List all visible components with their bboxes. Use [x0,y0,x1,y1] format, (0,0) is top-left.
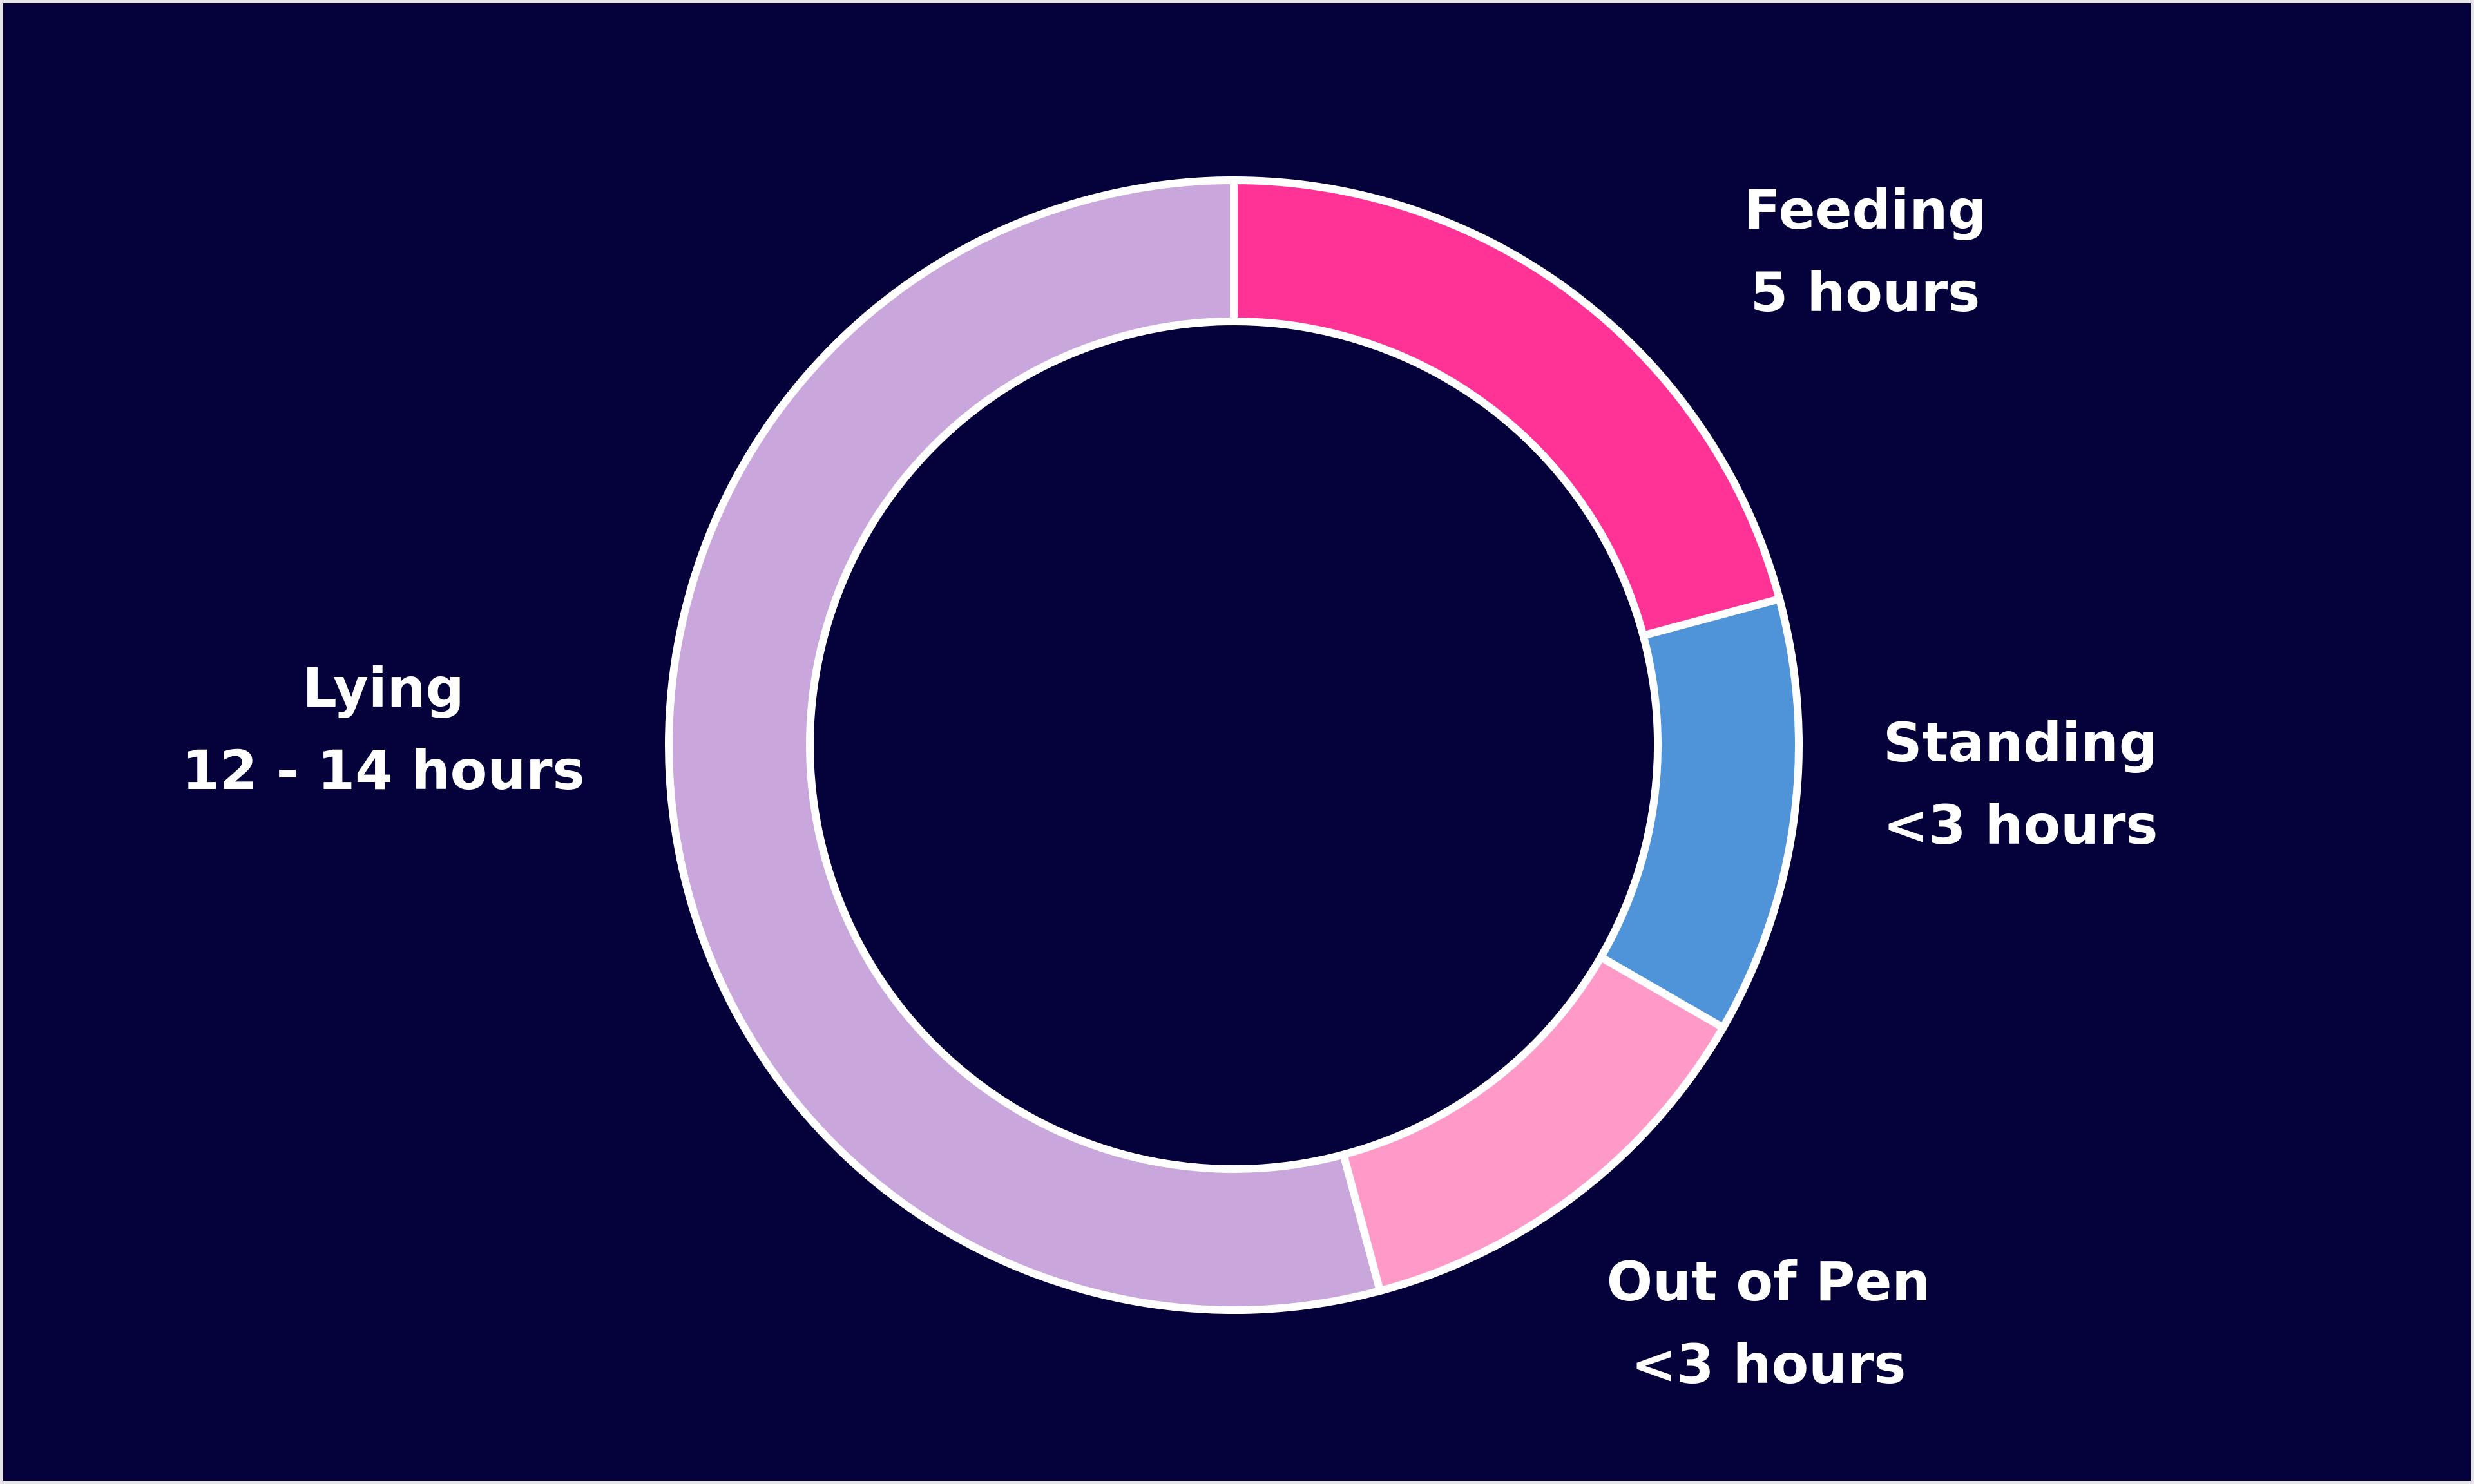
slice-name: Lying [302,656,465,719]
slice-label-feeding: Feeding 5 hours [1744,169,1987,334]
slice-label-lying: Lying 12 - 14 hours [182,647,584,812]
donut-slice-standing [1595,594,1803,1033]
slice-value: <3 hours [1883,794,2158,857]
slice-value: 5 hours [1750,261,1980,324]
chart-slide: Feeding 5 hours Standing <3 hours Out of… [3,3,2471,1481]
slice-value: 12 - 14 hours [182,739,585,802]
slice-value: <3 hours [1631,1333,1906,1396]
donut-slice-lying [665,176,1385,1314]
donut-chart [665,176,1803,1314]
slice-label-standing: Standing <3 hours [1883,701,2158,866]
slice-label-out-of-pen: Out of Pen <3 hours [1607,1241,1930,1405]
slice-name: Feeding [1743,178,1987,242]
donut-slice-feeding [1230,176,1785,641]
slice-name: Standing [1883,711,2158,774]
slice-name: Out of Pen [1606,1250,1931,1313]
